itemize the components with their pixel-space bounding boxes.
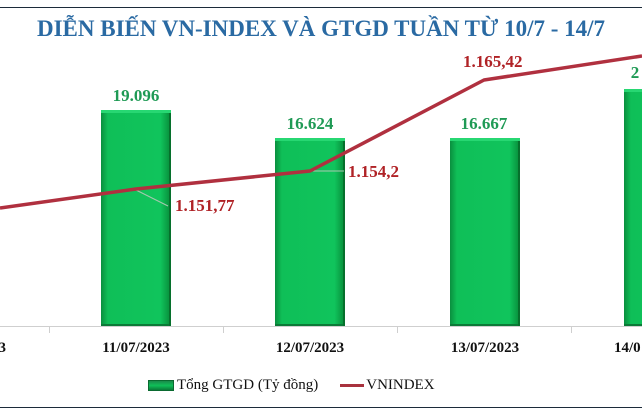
legend-line-swatch-icon — [340, 383, 365, 387]
x-axis-tick — [49, 327, 50, 333]
line-value-label: 1.154,2 — [348, 162, 399, 181]
bar-14-07 — [624, 89, 642, 326]
bar-value-label: 16.667 — [460, 114, 508, 133]
x-axis-tick — [223, 327, 224, 333]
bar-11-07 — [101, 110, 171, 326]
x-axis-label: 12/07/2023 — [275, 340, 345, 356]
line-value-label: 1.165,42 — [463, 52, 523, 71]
legend-bar-label: Tổng GTGD (Tỷ đồng) — [177, 376, 319, 393]
bar-value-label: 19.096 — [112, 86, 160, 105]
legend-bar-swatch-icon — [148, 379, 174, 391]
frame-bottom-border — [0, 407, 642, 408]
x-axis-tick — [397, 327, 398, 333]
chart-title: DIỄN BIẾN VN-INDEX VÀ GTGD TUẦN TỪ 10/7 … — [36, 16, 606, 41]
legend: Tổng GTGD (Tỷ đồng) VNINDEX — [148, 375, 435, 395]
bar-value-label: 16.624 — [286, 114, 334, 133]
bar-13-07 — [450, 138, 520, 326]
x-axis-line — [0, 326, 642, 327]
legend-line-label: VNINDEX — [366, 376, 435, 393]
x-axis-label: 14/0 — [614, 340, 641, 356]
line-value-label: 1.151,77 — [175, 196, 235, 215]
x-axis-label: 13/07/2023 — [450, 340, 520, 356]
bar-value-label: 2 — [630, 63, 640, 82]
x-axis-tick — [571, 327, 572, 333]
x-axis-label: 3 — [0, 340, 6, 356]
x-axis-label: 11/07/2023 — [102, 340, 170, 356]
frame-top-border — [0, 7, 642, 8]
